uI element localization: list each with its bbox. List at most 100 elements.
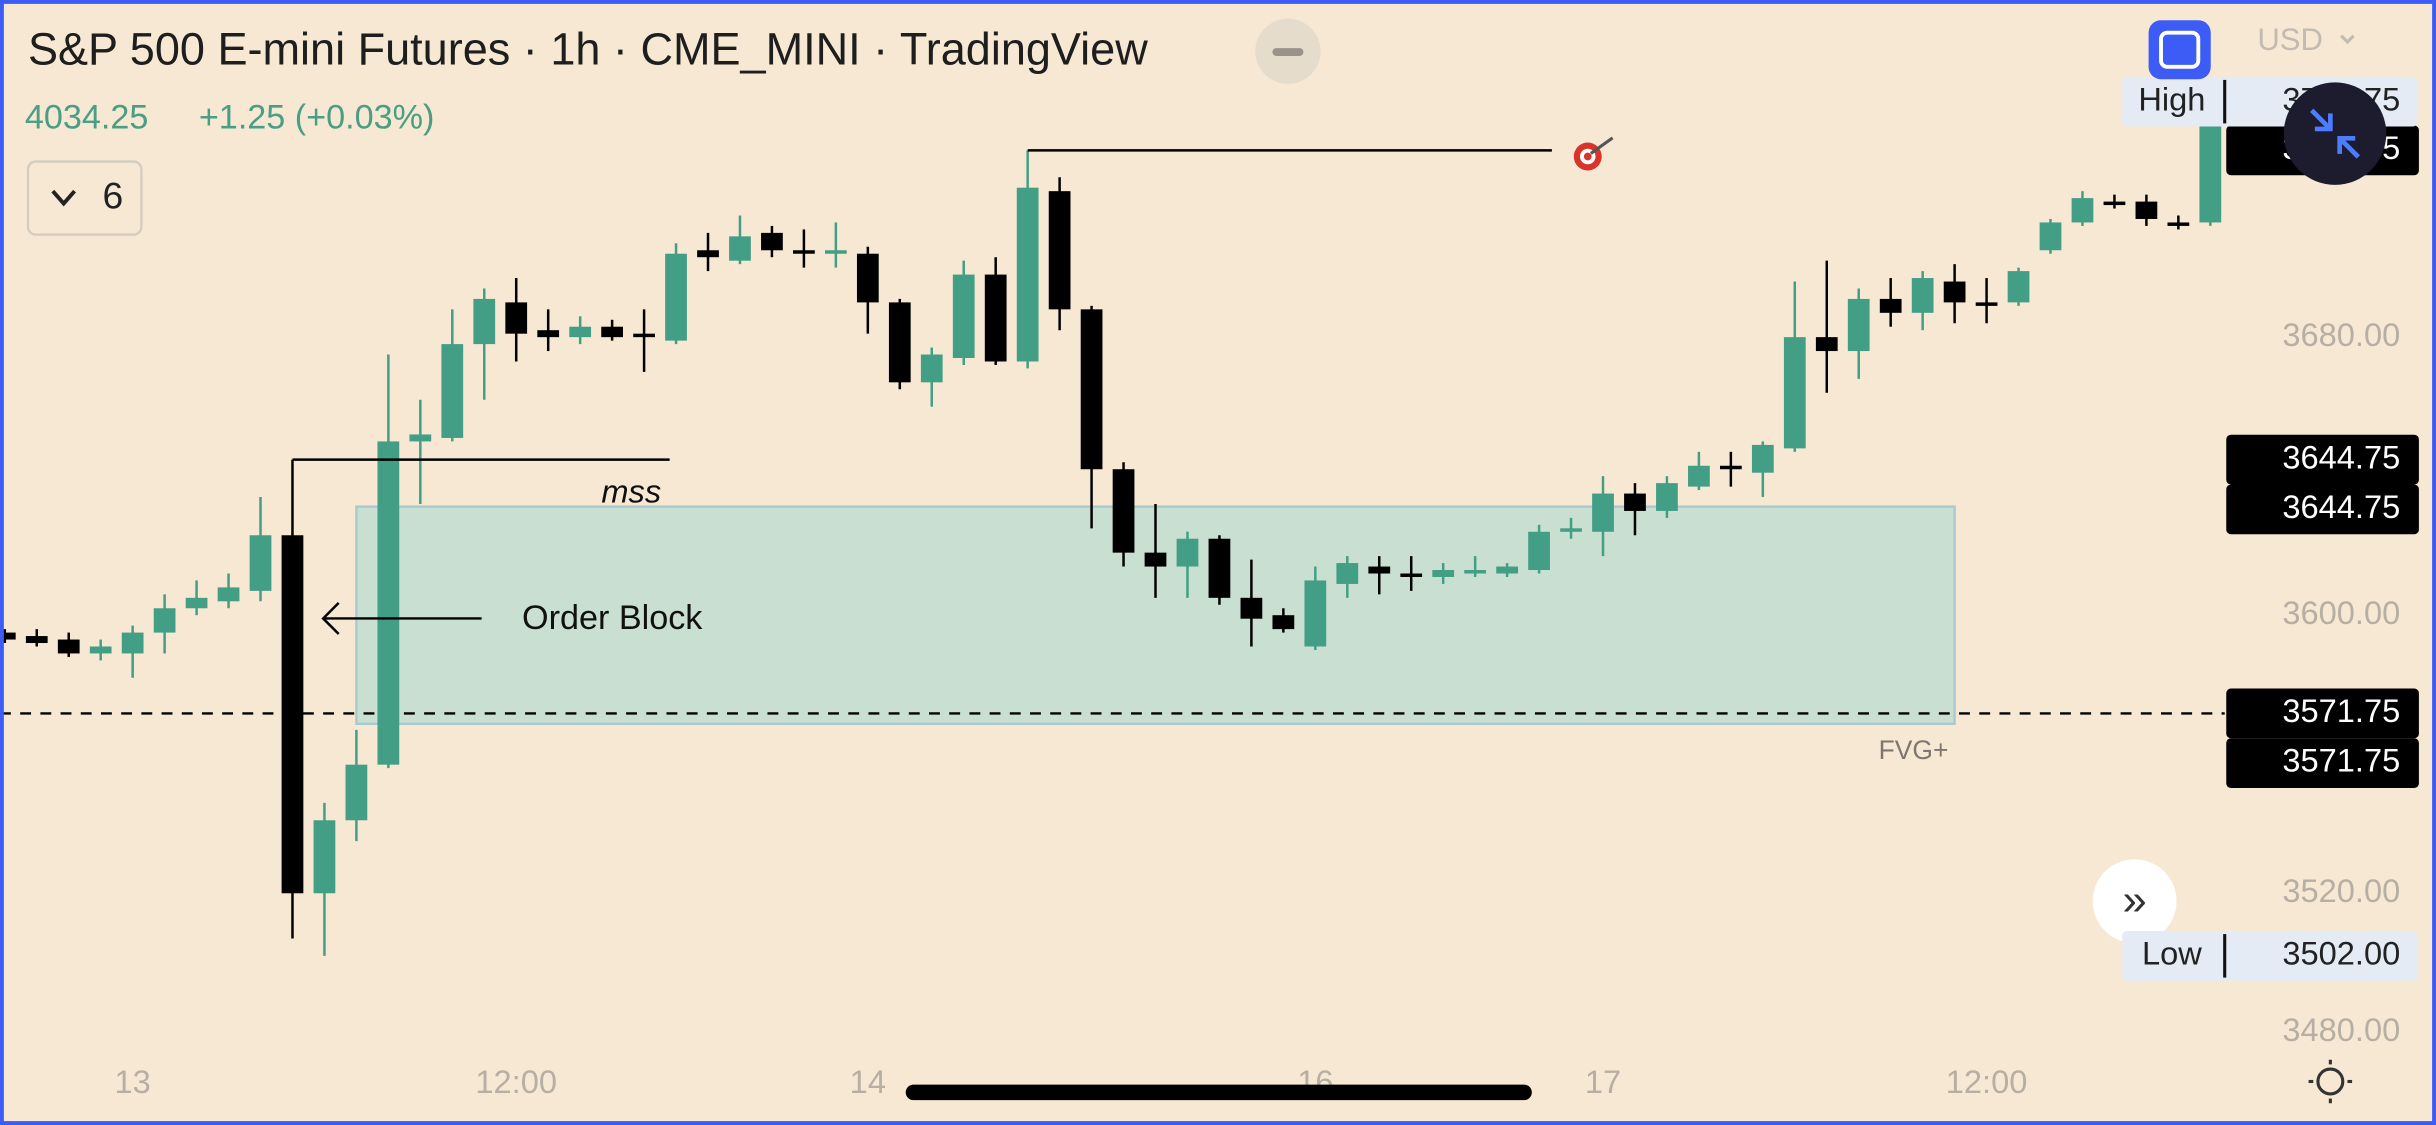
fvg-label: FVG+ — [1879, 735, 1949, 765]
candle-body — [537, 330, 560, 338]
candle-body — [984, 274, 1007, 362]
candle-body — [1719, 465, 1742, 470]
candle-body — [1176, 538, 1199, 567]
candle-body — [824, 250, 847, 254]
candle-body — [1368, 566, 1391, 574]
candle-body — [856, 253, 879, 303]
candle-body — [2103, 201, 2126, 206]
y-tick-label: 3680.00 — [2282, 316, 2400, 353]
candle-body — [185, 597, 208, 609]
price-label: 3644.75 — [2282, 438, 2400, 475]
candle-body — [1304, 580, 1327, 647]
price-label-box — [2226, 688, 2419, 739]
theme-button[interactable] — [2316, 1067, 2345, 1096]
candle-body — [345, 764, 368, 821]
candle-body — [281, 535, 304, 894]
candle-body — [2167, 222, 2190, 226]
candle-body — [1847, 298, 1870, 352]
candle-body — [1879, 298, 1902, 313]
chart-title: S&P 500 E-mini Futures · 1h · CME_MINI ·… — [28, 24, 1148, 75]
sun-rays — [2308, 1059, 2353, 1104]
candle-body — [1943, 281, 1966, 303]
candle-body — [409, 434, 432, 442]
price-change: +1.25 (+0.03%) — [199, 99, 435, 137]
candle-body — [1432, 570, 1455, 577]
candle-body — [2135, 201, 2158, 219]
candle-body — [1464, 570, 1487, 574]
candle-body — [1528, 531, 1550, 571]
candle-body — [1815, 337, 1838, 352]
candle-body — [57, 639, 80, 654]
candle-body — [888, 302, 911, 383]
candle-body — [153, 608, 176, 633]
low-label-name: Low — [2142, 934, 2202, 971]
collapse-button[interactable] — [2283, 82, 2387, 185]
price-label: 3571.75 — [2282, 742, 2400, 779]
price-label-box — [2226, 484, 2419, 535]
currency[interactable]: USD — [2257, 22, 2323, 57]
y-tick-label: 3600.00 — [2282, 594, 2400, 631]
fullscreen-button[interactable] — [2148, 20, 2211, 80]
candle-body — [1048, 191, 1071, 310]
mss-label: mss — [601, 472, 661, 509]
candle-body — [1592, 493, 1614, 532]
candle-body — [1400, 573, 1423, 577]
fullscreen-icon — [2159, 30, 2201, 69]
candle-body — [0, 632, 16, 640]
candle-body — [1624, 493, 1646, 511]
candle-body — [920, 354, 943, 383]
candle-body — [793, 250, 815, 254]
candle-body — [569, 326, 592, 338]
candle-body — [377, 441, 400, 765]
candle-body — [952, 274, 975, 359]
candle-body — [761, 232, 783, 251]
candle-body — [601, 326, 623, 338]
candle-body — [25, 636, 48, 644]
order-block-label: Order Block — [522, 599, 703, 637]
candle-body — [2071, 198, 2094, 223]
target-dart — [1589, 136, 1614, 155]
candle-body — [665, 253, 687, 341]
x-tick-label: 17 — [1585, 1063, 1621, 1100]
candle-body — [1080, 309, 1103, 470]
candle-body — [249, 535, 272, 591]
candle-body — [1240, 597, 1263, 619]
candle-body — [2039, 222, 2062, 251]
candle-body — [313, 820, 336, 894]
indicator-toggle[interactable] — [26, 160, 143, 236]
candle-body — [1208, 538, 1231, 598]
order-block-arrowhead — [321, 602, 340, 635]
candle-body — [1336, 563, 1359, 584]
currency-chevron — [2340, 34, 2355, 45]
candle-body — [697, 250, 719, 258]
low-label-value: 3502.00 — [2282, 934, 2400, 971]
x-tick-label: 12:00 — [1946, 1063, 2028, 1100]
candle-body — [441, 344, 464, 438]
minus-icon — [1272, 48, 1304, 56]
candle-body — [1112, 469, 1135, 553]
candle-body — [2007, 271, 2030, 303]
home-indicator — [905, 1084, 1532, 1101]
indicator-count: 6 — [103, 175, 124, 217]
chevron-icon — [51, 189, 77, 207]
high-label-name: High — [2138, 80, 2205, 117]
scroll-icon: » — [2123, 876, 2147, 924]
candle-body — [1656, 483, 1678, 511]
candle-body — [729, 236, 751, 261]
x-tick-label: 12:00 — [475, 1063, 557, 1100]
price-label-box — [2226, 738, 2419, 788]
target-icon-center — [1583, 152, 1592, 161]
scroll-button[interactable] — [2092, 859, 2177, 944]
candle-body — [1975, 302, 1998, 306]
price-label: 3644.75 — [2282, 488, 2400, 525]
collapse-icon — [2310, 108, 2360, 159]
candle-body — [1560, 528, 1582, 532]
candle-body — [1144, 552, 1167, 567]
x-tick-label: 13 — [115, 1063, 151, 1100]
y-tick-label: 3520.00 — [2282, 872, 2400, 909]
candle-body — [1911, 278, 1934, 313]
